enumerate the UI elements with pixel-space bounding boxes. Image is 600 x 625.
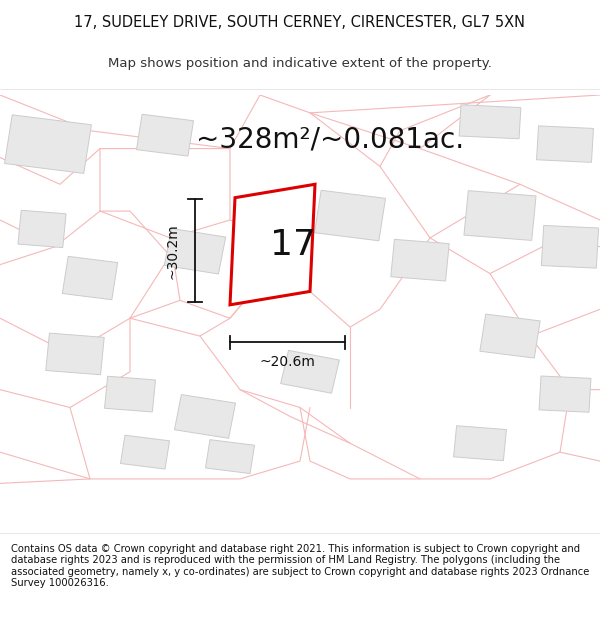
Polygon shape <box>480 314 540 358</box>
Polygon shape <box>314 190 386 241</box>
Polygon shape <box>464 191 536 241</box>
Text: ~30.2m: ~30.2m <box>166 223 180 279</box>
Polygon shape <box>62 256 118 300</box>
Text: ~20.6m: ~20.6m <box>260 355 316 369</box>
Polygon shape <box>18 210 66 248</box>
Polygon shape <box>46 333 104 375</box>
Polygon shape <box>541 226 599 268</box>
Polygon shape <box>230 184 315 305</box>
Polygon shape <box>459 105 521 139</box>
Polygon shape <box>104 376 155 412</box>
Text: 17, SUDELEY DRIVE, SOUTH CERNEY, CIRENCESTER, GL7 5XN: 17, SUDELEY DRIVE, SOUTH CERNEY, CIRENCE… <box>74 14 526 29</box>
Polygon shape <box>164 229 226 274</box>
Text: ~328m²/~0.081ac.: ~328m²/~0.081ac. <box>196 126 464 154</box>
Polygon shape <box>136 114 194 156</box>
Polygon shape <box>539 376 591 413</box>
Polygon shape <box>205 439 254 474</box>
Polygon shape <box>536 126 593 162</box>
Text: Contains OS data © Crown copyright and database right 2021. This information is : Contains OS data © Crown copyright and d… <box>11 544 589 588</box>
Polygon shape <box>5 115 91 173</box>
Polygon shape <box>121 435 170 469</box>
Polygon shape <box>175 394 236 438</box>
Text: Map shows position and indicative extent of the property.: Map shows position and indicative extent… <box>108 58 492 71</box>
Polygon shape <box>281 351 340 393</box>
Text: 17: 17 <box>269 228 316 261</box>
Polygon shape <box>391 239 449 281</box>
Polygon shape <box>454 426 506 461</box>
